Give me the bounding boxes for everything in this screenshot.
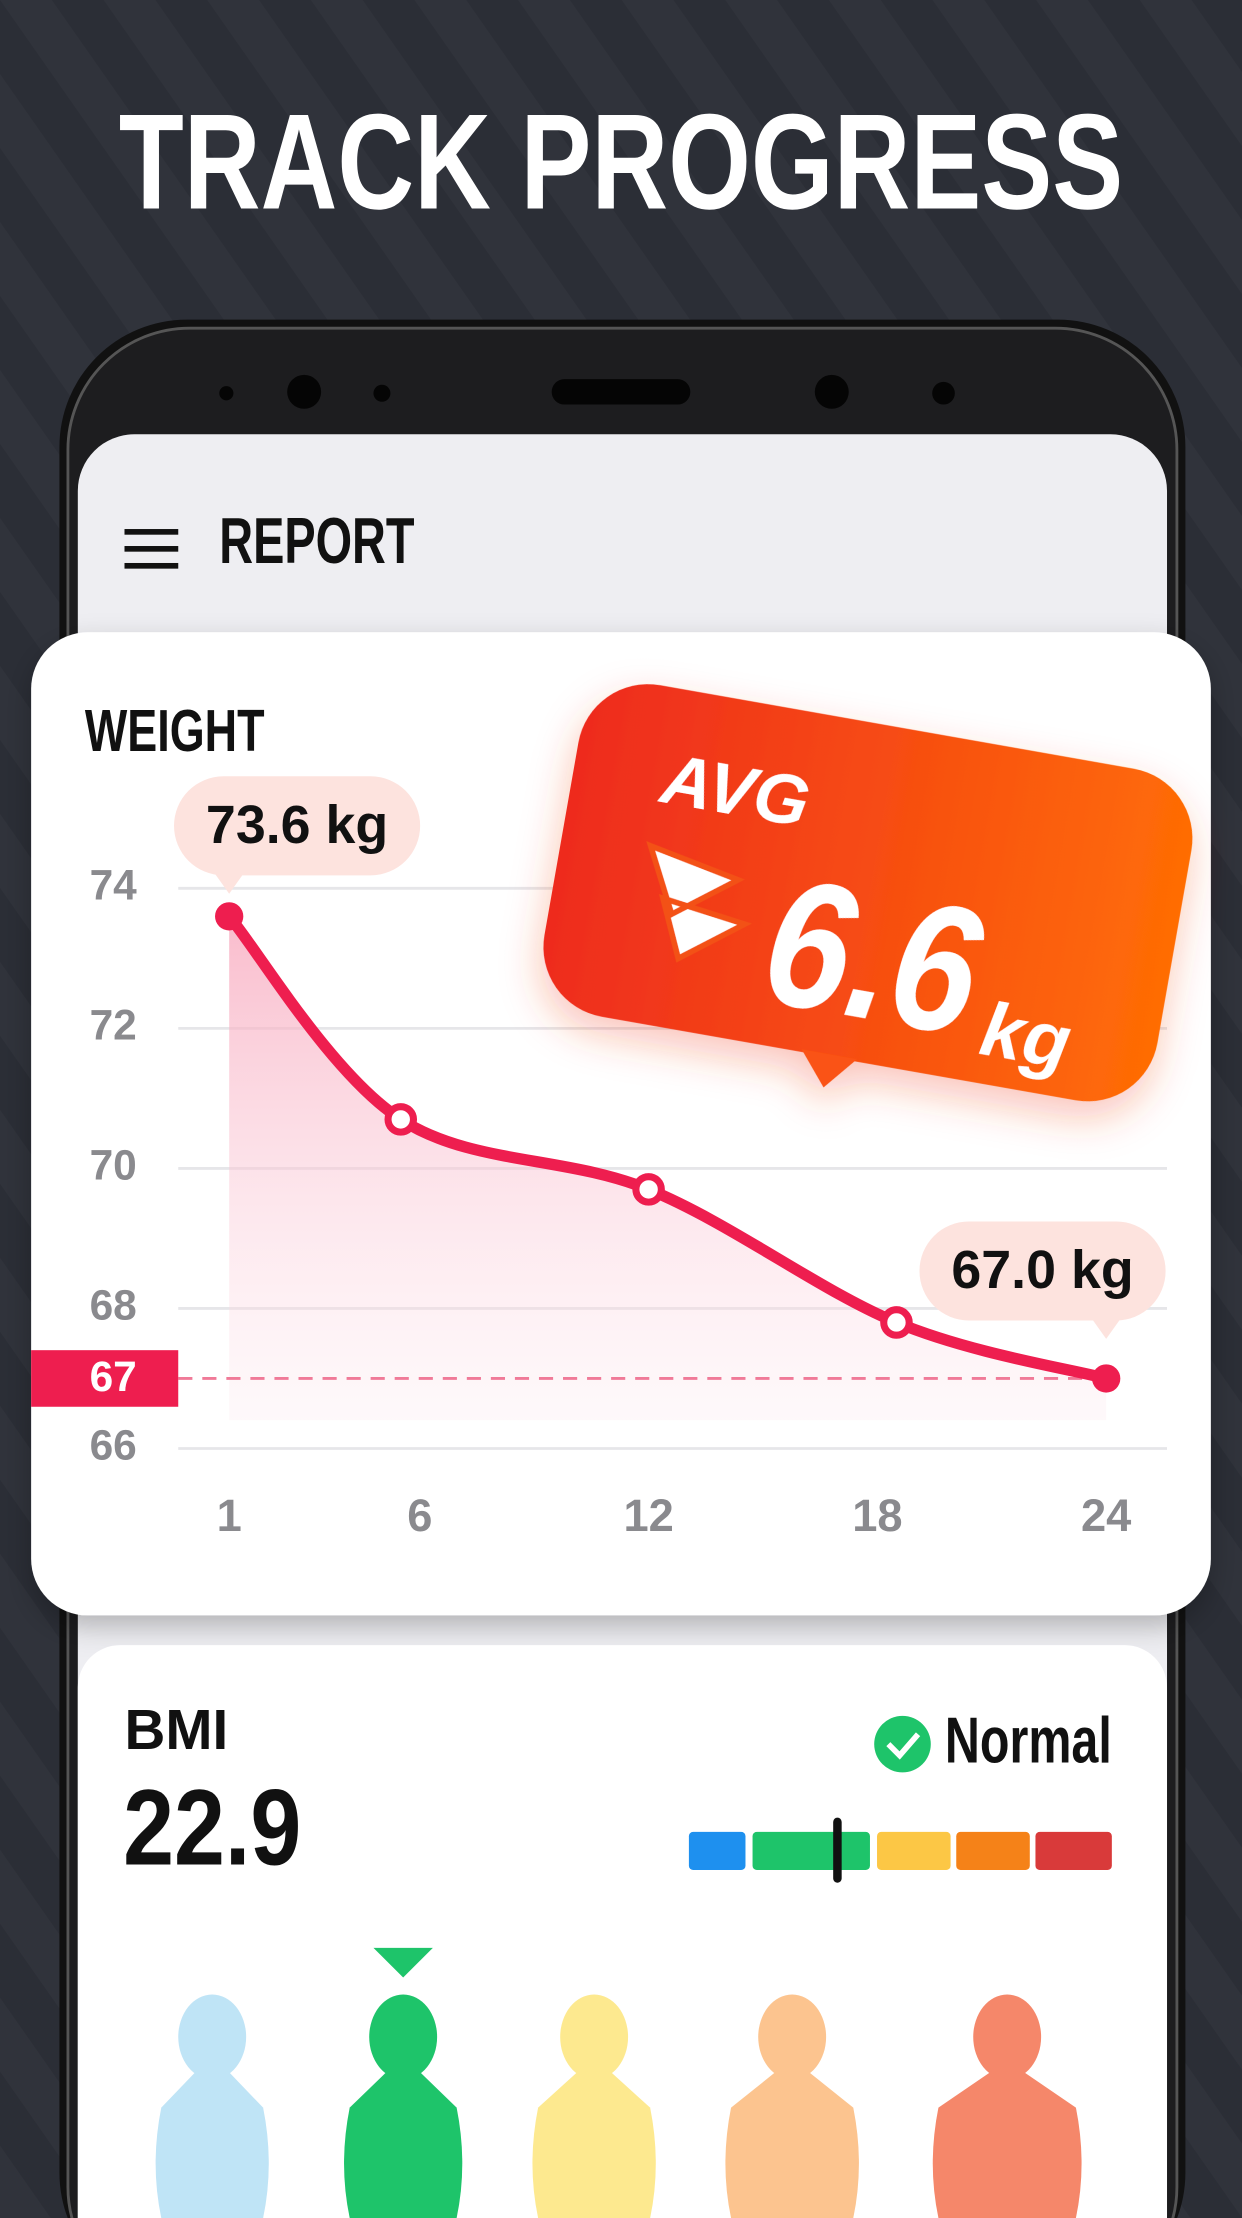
- figure-body: [532, 2072, 656, 2218]
- point: [632, 1173, 665, 1206]
- y-tick-label: 66: [90, 1422, 137, 1469]
- down-icon: [646, 841, 752, 963]
- figure-body: [932, 2072, 1082, 2218]
- bmi-status: Normal: [945, 1704, 1112, 1777]
- x-tick-label: 6: [407, 1490, 432, 1541]
- status-icon: [874, 1715, 931, 1773]
- camera: [814, 374, 849, 409]
- value-label: 73.6 kg: [206, 795, 388, 855]
- target-marker: [31, 1350, 179, 1407]
- y-tick-label: 70: [90, 1142, 137, 1189]
- bmi-scale: [688, 1817, 1112, 1883]
- y-tick-label: 74: [90, 862, 138, 909]
- figure-head: [758, 1994, 827, 2080]
- x-tick-label: 1: [217, 1490, 242, 1541]
- bubble-pointer: [215, 873, 244, 894]
- figure-head: [178, 1994, 247, 2080]
- figure-head: [369, 1994, 438, 2080]
- figure-head: [973, 1994, 1042, 2080]
- check: [886, 1732, 921, 1760]
- camera: [287, 374, 322, 409]
- bmi-value: 22.9: [123, 1767, 301, 1887]
- area: [229, 916, 1107, 1421]
- value-bubble: [174, 776, 421, 876]
- y-tick-label: 72: [90, 1002, 137, 1049]
- sensor: [373, 384, 391, 402]
- x-tick-label: 24: [1081, 1490, 1131, 1541]
- bubble-pointer: [1092, 1319, 1121, 1339]
- figure-body: [155, 2072, 269, 2218]
- x-tick-label: 18: [852, 1490, 902, 1541]
- x-tick-label: 12: [623, 1490, 673, 1541]
- body-figures: [155, 1994, 1082, 2218]
- bmi-marker: [833, 1817, 842, 1883]
- chart-title: WEIGHT: [85, 697, 265, 764]
- point: [215, 902, 244, 931]
- value-bubble: [919, 1221, 1166, 1321]
- figure-head: [560, 1994, 629, 2080]
- point: [1092, 1364, 1121, 1393]
- point: [880, 1306, 913, 1339]
- bmi-label: BMI: [124, 1698, 228, 1761]
- y-tick-label: 68: [90, 1282, 137, 1329]
- value-label: 67.0 kg: [951, 1240, 1133, 1300]
- avg-value: 6.6: [750, 839, 995, 1075]
- avg-unit: kg: [975, 986, 1078, 1085]
- bmi-card: [77, 1645, 1167, 2218]
- menu-icon[interactable]: [124, 529, 179, 569]
- point: [384, 1103, 418, 1136]
- speaker: [551, 379, 691, 405]
- avg-badge: AVG 6.6 kg: [543, 684, 1193, 1102]
- headline: TRACK PROGRESS: [119, 85, 1123, 237]
- sensor: [932, 381, 955, 405]
- app-bar-title: REPORT: [219, 504, 414, 577]
- figure-body: [344, 2072, 463, 2218]
- figure-body: [725, 2072, 859, 2218]
- selected-indicator: [373, 1947, 433, 1978]
- sensor: [219, 386, 234, 401]
- target-label: 67: [90, 1353, 137, 1400]
